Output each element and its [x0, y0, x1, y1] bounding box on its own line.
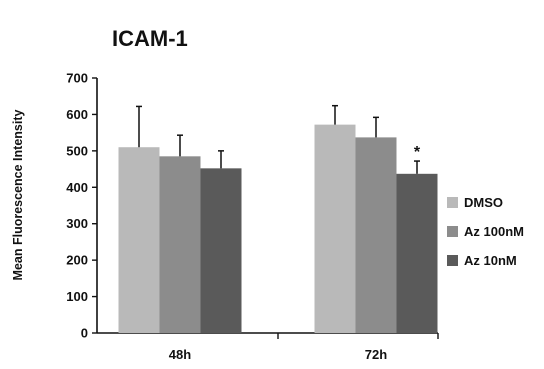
significance-marker: * — [414, 144, 421, 161]
y-tick-label: 300 — [66, 216, 88, 231]
y-axis-label: Mean Fluorescence Intensity — [11, 110, 25, 281]
legend-label: Az 100nM — [464, 224, 524, 239]
y-tick-label: 600 — [66, 107, 88, 122]
legend-label: Az 10nM — [464, 253, 517, 268]
bar — [396, 173, 438, 333]
plot-area: 0 100 200 300 400 500 600 700 48h 72h * — [66, 71, 439, 362]
x-tick-label: 72h — [365, 347, 387, 362]
legend-label: DMSO — [464, 195, 503, 210]
y-tick-label: 500 — [66, 143, 88, 158]
y-tick-label: 400 — [66, 180, 88, 195]
legend-swatch — [447, 226, 458, 237]
y-tick-label: 700 — [66, 71, 88, 86]
bar — [314, 124, 356, 333]
legend: DMSO Az 100nM Az 10nM — [447, 195, 524, 268]
legend-swatch — [447, 255, 458, 266]
legend-swatch — [447, 197, 458, 208]
bar — [118, 147, 160, 333]
x-tick-label: 48h — [169, 347, 191, 362]
y-tick-label: 0 — [81, 326, 88, 341]
bar — [200, 168, 242, 333]
bar — [355, 137, 397, 333]
bar — [159, 156, 201, 333]
y-tick-label: 100 — [66, 289, 88, 304]
y-tick-label: 200 — [66, 253, 88, 268]
chart-title: ICAM-1 — [112, 26, 188, 51]
